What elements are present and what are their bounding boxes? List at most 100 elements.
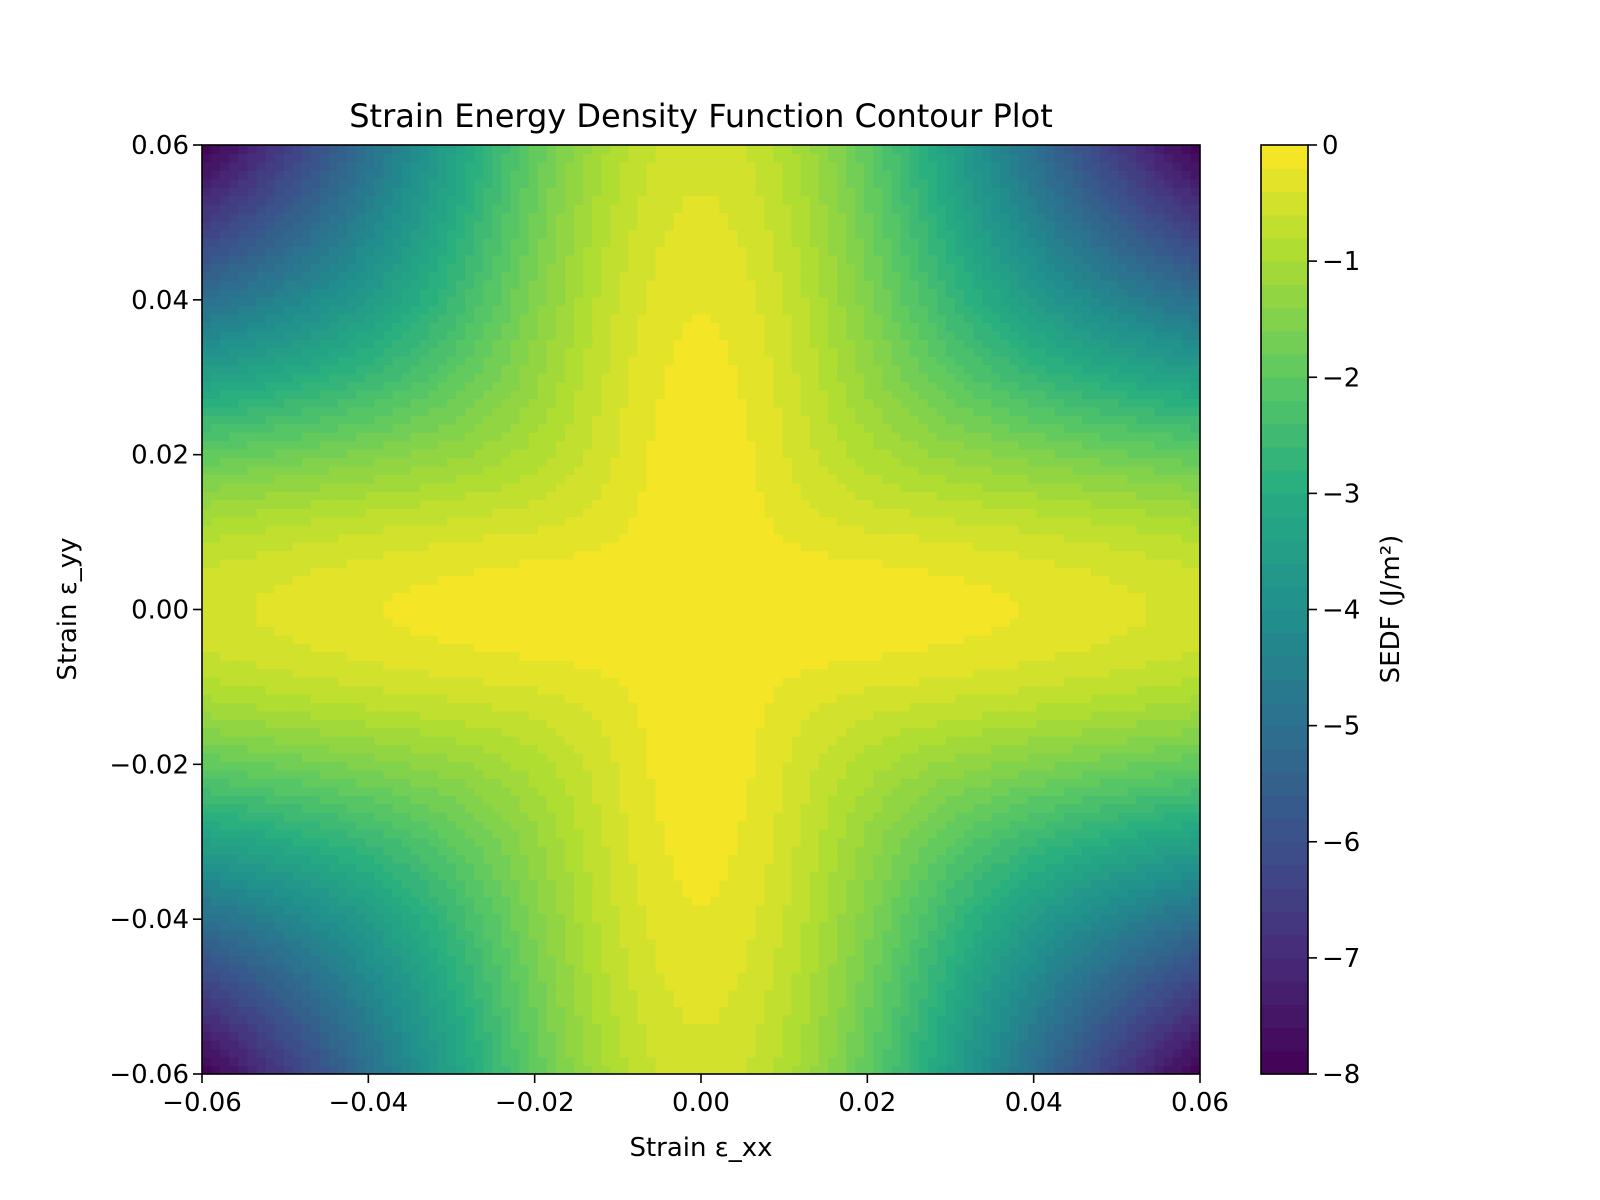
contour-cell [428, 584, 439, 594]
contour-cell [519, 575, 530, 585]
contour-cell [483, 736, 493, 746]
contour-cell [401, 330, 412, 340]
contour-cell [410, 288, 421, 298]
contour-cell [292, 212, 303, 222]
contour-cell [347, 930, 357, 940]
contour-cell [483, 888, 493, 898]
contour-cell [446, 271, 457, 281]
contour-cell [428, 347, 439, 357]
contour-cell [510, 449, 521, 459]
contour-cell [456, 221, 466, 231]
contour-cell [211, 786, 221, 796]
contour-cell [301, 440, 312, 450]
contour-cell [238, 829, 248, 839]
contour-cell [247, 753, 258, 763]
contour-cell [374, 634, 385, 644]
contour-cell [365, 947, 375, 957]
contour-cell [383, 710, 394, 720]
contour-cell [202, 516, 212, 526]
contour-cell [365, 170, 375, 180]
contour-cell [319, 449, 330, 459]
contour-cell [238, 871, 248, 881]
contour-cell [428, 955, 439, 965]
contour-cell [310, 406, 321, 416]
contour-cell [247, 888, 258, 898]
contour-cell [474, 1023, 484, 1033]
contour-cell [392, 1057, 403, 1067]
contour-cell [501, 474, 512, 484]
contour-cell [564, 178, 575, 188]
contour-cell [483, 660, 493, 670]
contour-cell [211, 1031, 221, 1041]
contour-cell [528, 432, 539, 442]
contour-cell [238, 964, 248, 974]
contour-cell [310, 457, 321, 467]
contour-cell [247, 693, 258, 703]
contour-cell [229, 280, 239, 290]
contour-cell [202, 246, 212, 256]
contour-cell [211, 829, 221, 839]
contour-cell [601, 161, 611, 171]
contour-cell [329, 406, 339, 416]
contour-cell [456, 727, 466, 737]
contour-cell [410, 626, 421, 636]
contour-cell [555, 373, 566, 383]
contour-cell [202, 879, 212, 889]
contour-cell [238, 837, 248, 847]
contour-cell [274, 153, 285, 163]
contour-cell [456, 634, 466, 644]
contour-cell [510, 499, 521, 509]
contour-cell [211, 905, 221, 915]
contour-cell [528, 1040, 539, 1050]
contour-cell [474, 905, 484, 915]
contour-cell [528, 491, 539, 501]
contour-cell [310, 288, 321, 298]
contour-cell [428, 744, 439, 754]
contour-cell [465, 643, 475, 653]
contour-cell [474, 263, 484, 273]
contour-cell [510, 457, 521, 467]
contour-cell [211, 1023, 221, 1033]
contour-cell [465, 905, 475, 915]
contour-cell [202, 221, 212, 231]
contour-cell [292, 786, 303, 796]
contour-cell [483, 533, 493, 543]
contour-cell [546, 153, 557, 163]
contour-cell [283, 609, 294, 619]
contour-cell [537, 204, 548, 214]
contour-cell [528, 381, 539, 391]
contour-cell [456, 677, 466, 687]
contour-cell [229, 237, 239, 247]
contour-cell [220, 482, 230, 492]
contour-cell [356, 322, 366, 332]
contour-cell [256, 516, 267, 526]
contour-cell [383, 905, 394, 915]
contour-cell [392, 356, 403, 366]
contour-cell [592, 204, 602, 214]
contour-cell [573, 153, 584, 163]
contour-cell [510, 508, 521, 518]
contour-cell [419, 389, 430, 399]
contour-cell [428, 727, 439, 737]
contour-cell [564, 812, 575, 822]
contour-cell [329, 905, 339, 915]
contour-cell [492, 989, 502, 999]
contour-cell [474, 862, 484, 872]
contour-cell [446, 584, 457, 594]
contour-cell [274, 491, 285, 501]
contour-cell [519, 533, 530, 543]
contour-cell [483, 381, 493, 391]
contour-cell [347, 778, 357, 788]
contour-cell [347, 710, 357, 720]
contour-cell [428, 153, 439, 163]
contour-cell [564, 584, 575, 594]
contour-cell [592, 373, 602, 383]
contour-cell [573, 178, 584, 188]
contour-cell [356, 1048, 366, 1058]
contour-cell [465, 938, 475, 948]
contour-cell [528, 584, 539, 594]
contour-cell [537, 221, 548, 231]
contour-cell [456, 415, 466, 425]
contour-cell [274, 837, 285, 847]
contour-cell [465, 465, 475, 475]
